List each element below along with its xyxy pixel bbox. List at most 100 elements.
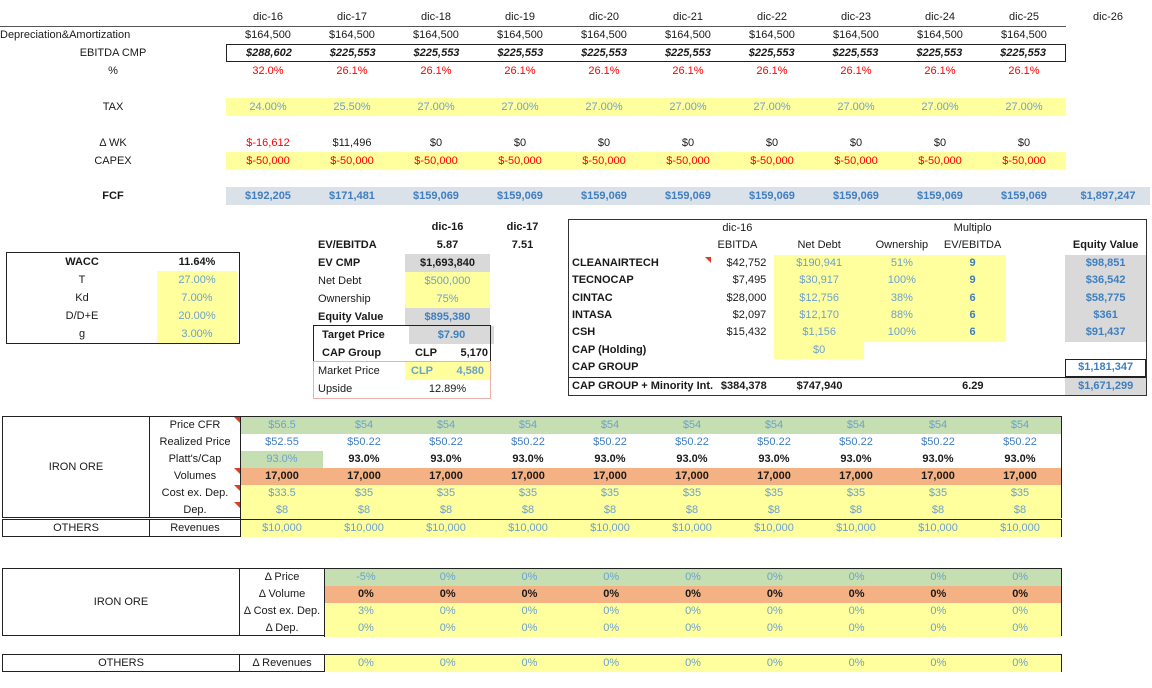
- value-cell-1-1[interactable]: $50.22: [347, 436, 381, 448]
- value-cell-2-7[interactable]: 93.0%: [840, 453, 872, 465]
- value-cell-1-1[interactable]: 0%: [406, 586, 489, 603]
- value-cell-3-3[interactable]: 17,000: [487, 468, 569, 485]
- dep-cell-1[interactable]: $164,500: [329, 29, 375, 41]
- value-cell-2-6[interactable]: 0%: [815, 603, 898, 620]
- dep-cell-3[interactable]: $164,500: [497, 29, 543, 41]
- ownership-value[interactable]: 75%: [405, 290, 490, 308]
- value-cell-1-0[interactable]: 0%: [325, 586, 407, 603]
- tax-cell-6[interactable]: 27.00%: [753, 101, 791, 113]
- value-cell-0-7[interactable]: 0%: [897, 569, 980, 586]
- fcf-cell-7[interactable]: $159,069: [833, 190, 879, 202]
- subs-ownership-4[interactable]: 100%: [864, 324, 940, 342]
- net-debt-value[interactable]: $500,000: [405, 272, 490, 290]
- value-cell-3-7[interactable]: 17,000: [815, 468, 897, 485]
- cap-group-value[interactable]: CLP 5,170: [409, 344, 494, 362]
- value-cell-2-6[interactable]: 93.0%: [758, 453, 790, 465]
- ebitda-cell-1[interactable]: $225,553: [329, 47, 376, 59]
- value-cell-4-2[interactable]: $35: [405, 485, 487, 502]
- value-cell-5-8[interactable]: $8: [897, 502, 979, 519]
- fcf-cell-1[interactable]: $171,481: [329, 190, 375, 202]
- value-cell-0-5[interactable]: $54: [651, 417, 733, 434]
- fcf-cell-6[interactable]: $159,069: [749, 190, 795, 202]
- dep-cell-2[interactable]: $164,500: [413, 29, 459, 41]
- value-cell-0-1[interactable]: $10,000: [323, 520, 405, 537]
- value-cell-2-5[interactable]: 93.0%: [676, 453, 708, 465]
- ebitda-cell-4[interactable]: $225,553: [581, 47, 628, 59]
- value-cell-2-4[interactable]: 93.0%: [594, 453, 626, 465]
- subs-netdebt-4[interactable]: $1,156: [774, 324, 864, 342]
- equity-value-value[interactable]: $895,380: [405, 308, 490, 326]
- ebitda-cell-7[interactable]: $225,553: [832, 47, 879, 59]
- value-cell-3-8[interactable]: 17,000: [897, 468, 979, 485]
- value-cell-0-0[interactable]: 0%: [325, 655, 407, 672]
- dwk-cell-4[interactable]: $0: [597, 137, 611, 149]
- subs-netdebt-2[interactable]: $12,756: [774, 289, 864, 307]
- ebitda-cell-0[interactable]: $288,602: [245, 47, 292, 59]
- tax-cell-1[interactable]: 25.50%: [333, 101, 371, 113]
- pct-cell-7[interactable]: 26.1%: [840, 65, 872, 77]
- fcf-cell-9[interactable]: $159,069: [1001, 190, 1047, 202]
- capex-cell-4[interactable]: $-50,000: [582, 155, 626, 167]
- pct-cell-9[interactable]: 26.1%: [1008, 65, 1040, 77]
- dep-cell-4[interactable]: $164,500: [581, 29, 627, 41]
- value-cell-3-1[interactable]: 0%: [406, 620, 489, 637]
- value-cell-0-0[interactable]: -5%: [325, 569, 407, 586]
- ebitda-cell-6[interactable]: $225,553: [748, 47, 795, 59]
- subs-equity-6[interactable]: $1,181,347: [1065, 359, 1146, 377]
- value-cell-0-9[interactable]: $54: [979, 417, 1061, 434]
- dep-cell-0[interactable]: $164,500: [245, 29, 291, 41]
- value-cell-3-4[interactable]: 17,000: [569, 468, 651, 485]
- fcf-cell-5[interactable]: $159,069: [665, 190, 711, 202]
- value-cell-0-9[interactable]: $10,000: [979, 520, 1061, 537]
- value-cell-5-2[interactable]: $8: [405, 502, 487, 519]
- value-cell-0-7[interactable]: $54: [815, 417, 897, 434]
- value-cell-5-9[interactable]: $8: [979, 502, 1061, 519]
- fcf-cell-3[interactable]: $159,069: [497, 190, 543, 202]
- pct-cell-8[interactable]: 26.1%: [924, 65, 956, 77]
- dwk-cell-2[interactable]: $0: [429, 137, 443, 149]
- value-cell-4-4[interactable]: $35: [569, 485, 651, 502]
- value-cell-5-7[interactable]: $8: [815, 502, 897, 519]
- value-cell-2-4[interactable]: 0%: [652, 603, 734, 620]
- value-cell-4-7[interactable]: $35: [815, 485, 897, 502]
- value-cell-4-3[interactable]: $35: [487, 485, 569, 502]
- value-cell-0-0[interactable]: $56.5: [241, 417, 323, 434]
- dwk-cell-1[interactable]: $11,496: [332, 137, 372, 149]
- value-cell-3-5[interactable]: 17,000: [651, 468, 733, 485]
- ebitda-cell-3[interactable]: $225,553: [497, 47, 544, 59]
- dep-cell-8[interactable]: $164,500: [917, 29, 963, 41]
- dep-cell-5[interactable]: $164,500: [665, 29, 711, 41]
- value-cell-5-4[interactable]: $8: [569, 502, 651, 519]
- value-cell-3-5[interactable]: 0%: [733, 620, 816, 637]
- value-cell-2-2[interactable]: 93.0%: [430, 453, 462, 465]
- dwk-cell-7[interactable]: $0: [849, 137, 863, 149]
- value-cell-1-4[interactable]: 0%: [652, 586, 734, 603]
- value-cell-1-6[interactable]: 0%: [815, 586, 898, 603]
- tax-cell-8[interactable]: 27.00%: [921, 101, 959, 113]
- value-cell-2-0[interactable]: 3%: [325, 603, 407, 620]
- dwk-cell-9[interactable]: $0: [1017, 137, 1031, 149]
- value-cell-1-0[interactable]: $52.55: [265, 436, 299, 448]
- subs-ownership-3[interactable]: 88%: [864, 306, 940, 325]
- value-cell-0-4[interactable]: $54: [569, 417, 651, 434]
- value-cell-5-1[interactable]: $8: [323, 502, 405, 519]
- value-cell-3-7[interactable]: 0%: [897, 620, 980, 637]
- pct-cell-5[interactable]: 26.1%: [672, 65, 704, 77]
- value-cell-0-6[interactable]: 0%: [815, 655, 898, 672]
- capex-cell-6[interactable]: $-50,000: [750, 155, 794, 167]
- value-cell-0-8[interactable]: $10,000: [897, 520, 979, 537]
- subs-multiple-7[interactable]: 6.29: [962, 379, 984, 392]
- dwk-cell-6[interactable]: $0: [765, 137, 779, 149]
- pct-cell-3[interactable]: 26.1%: [504, 65, 536, 77]
- tax-cell-5[interactable]: 27.00%: [669, 101, 707, 113]
- value-cell-1-5[interactable]: 0%: [733, 586, 816, 603]
- subs-ebitda-1[interactable]: $7,495: [732, 274, 767, 287]
- value-cell-2-3[interactable]: 93.0%: [512, 453, 544, 465]
- value-cell-0-6[interactable]: $54: [733, 417, 815, 434]
- value-cell-1-4[interactable]: $50.22: [593, 436, 627, 448]
- wacc-value[interactable]: 11.64%: [178, 256, 216, 268]
- value-cell-0-1[interactable]: 0%: [406, 569, 489, 586]
- value-cell-3-6[interactable]: 0%: [815, 620, 898, 637]
- subs-equity-4[interactable]: $91,437: [1065, 324, 1146, 342]
- value-cell-1-6[interactable]: $50.22: [757, 436, 791, 448]
